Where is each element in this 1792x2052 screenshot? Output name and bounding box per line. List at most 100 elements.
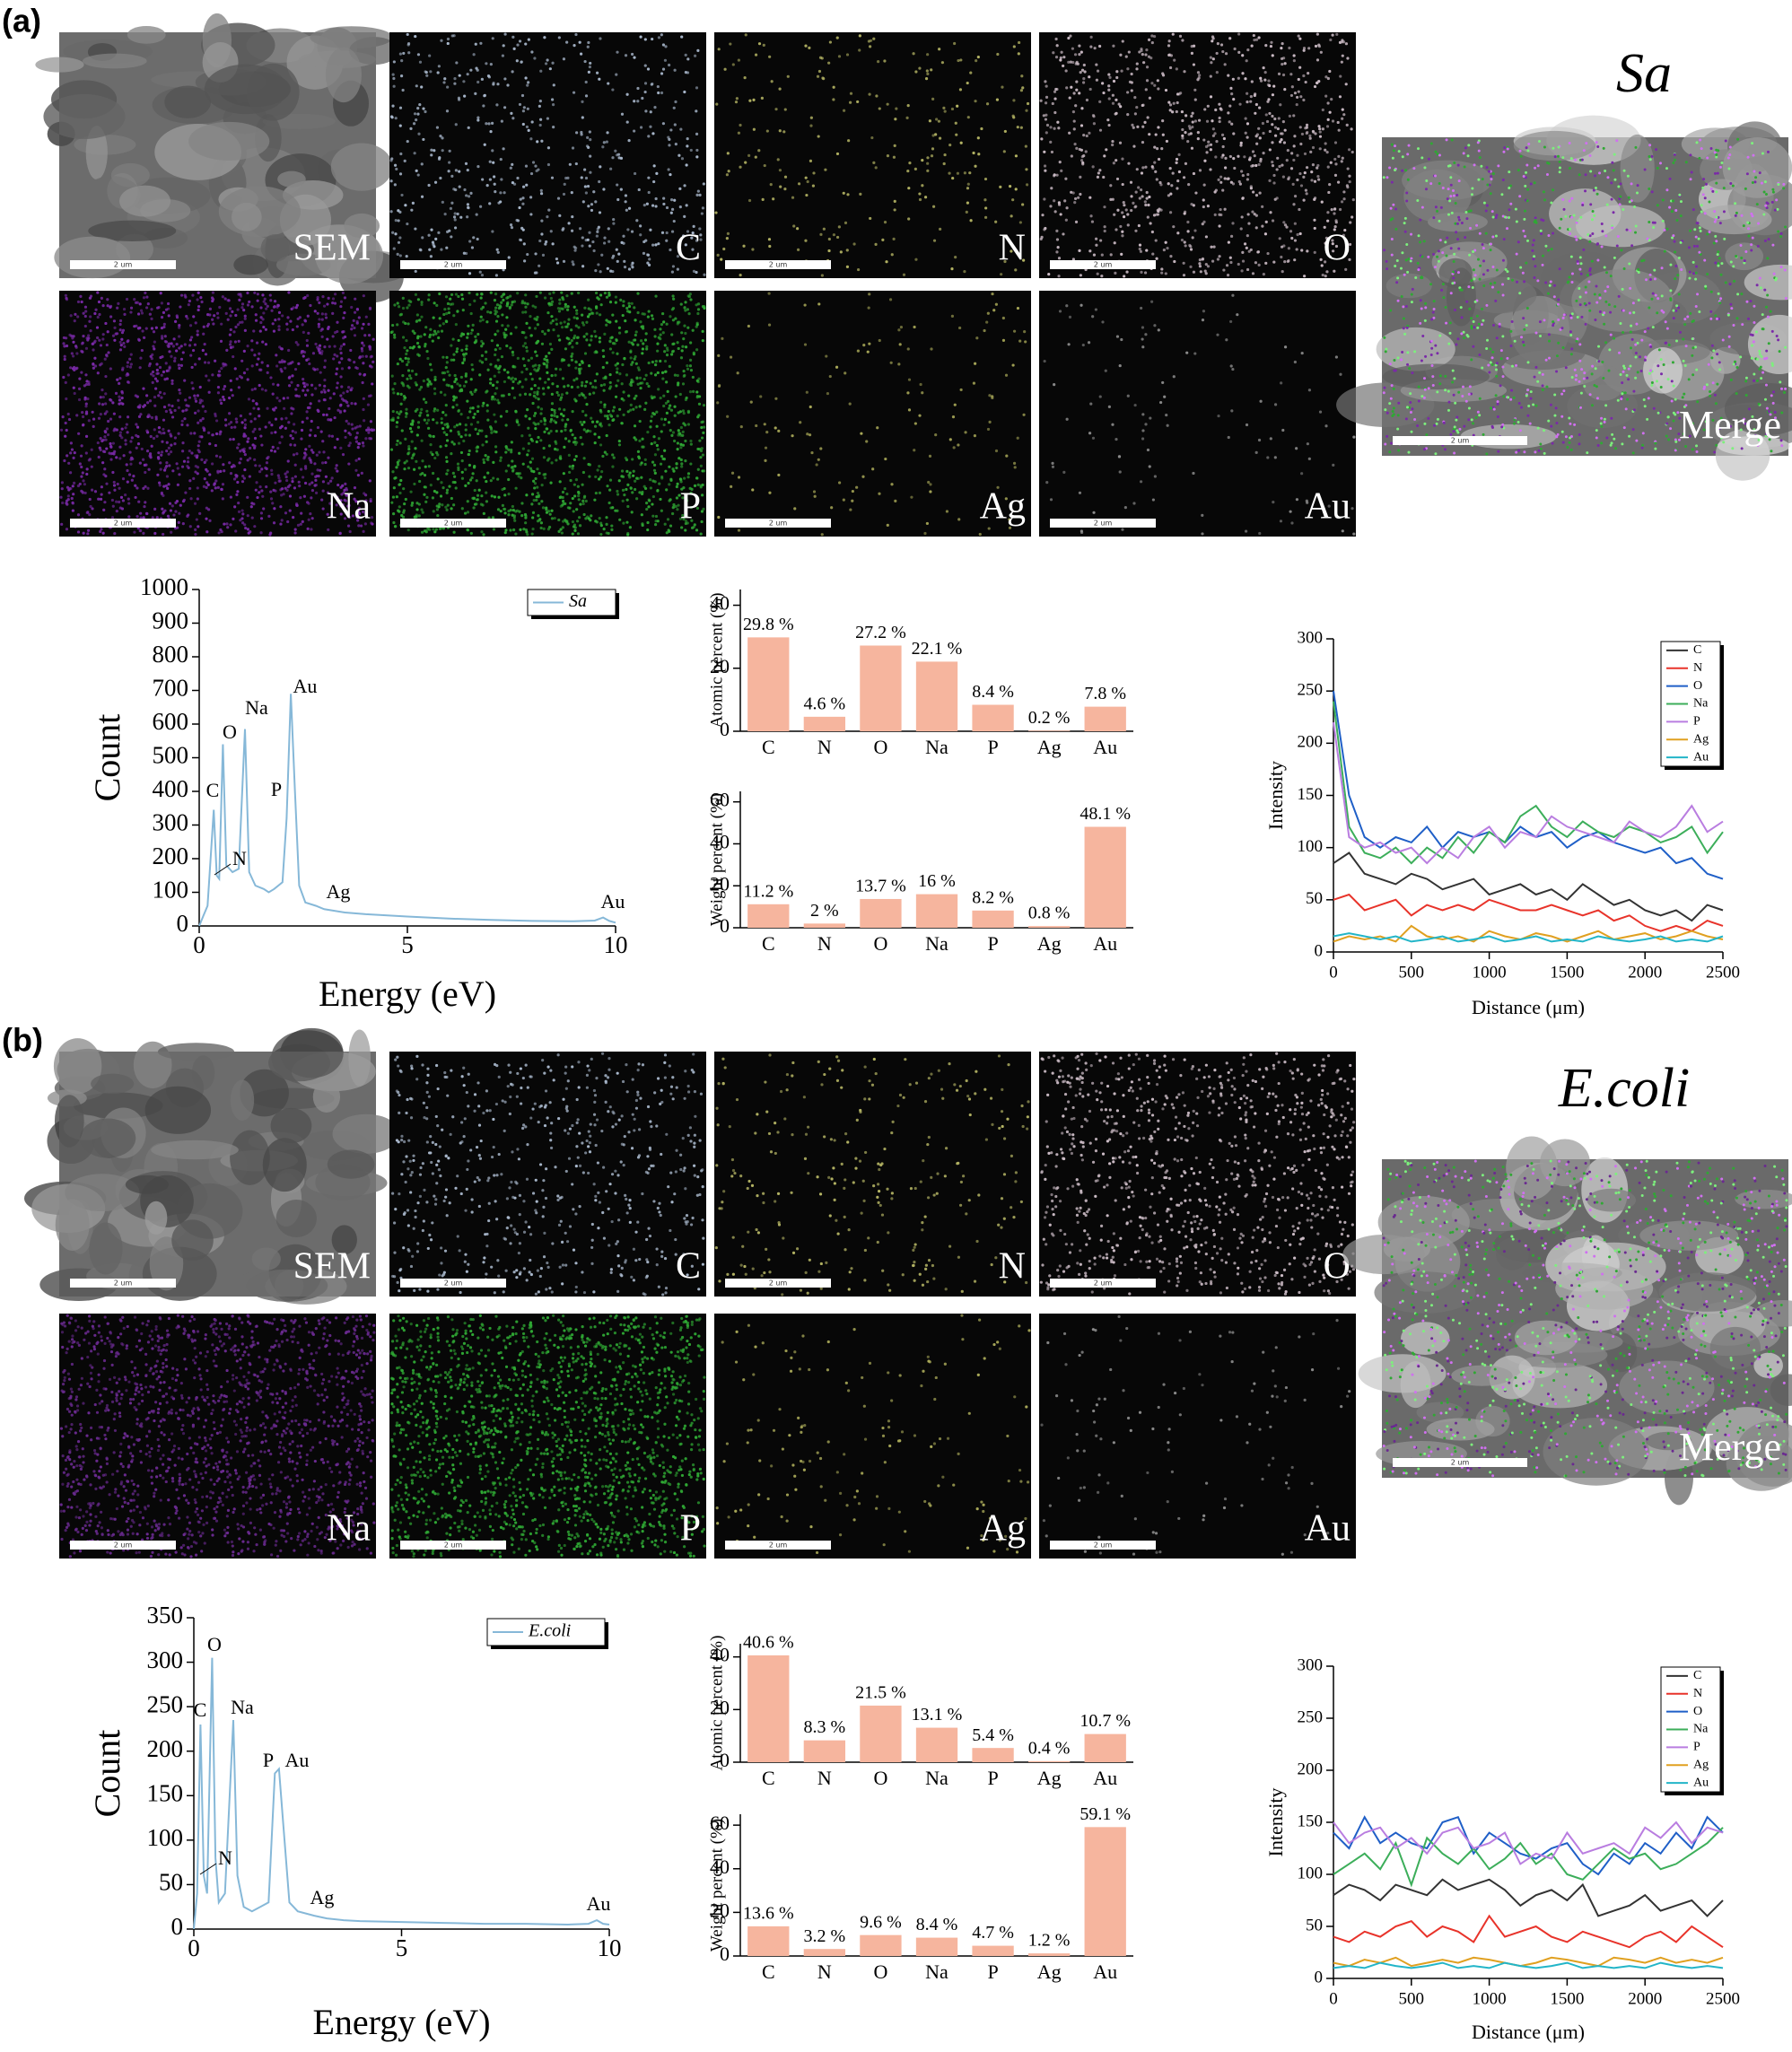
map-dot — [1253, 154, 1256, 158]
map-dot — [530, 120, 534, 124]
map-dot — [1044, 80, 1047, 83]
map-dot — [1096, 69, 1100, 73]
map-dot — [362, 362, 365, 365]
map-dot — [399, 152, 403, 156]
map-dot — [253, 446, 257, 450]
map-dot — [630, 301, 634, 305]
map-dot — [420, 195, 424, 198]
map-dot — [1105, 148, 1108, 152]
map-dot — [1089, 35, 1093, 39]
map-dot — [1269, 44, 1273, 48]
map-dot — [520, 385, 524, 389]
map-dot — [296, 317, 300, 321]
map-dot — [255, 341, 259, 345]
map-dot — [476, 165, 480, 169]
map-dot — [669, 172, 672, 177]
map-dot — [551, 242, 555, 246]
map-dot — [685, 204, 688, 207]
map-dot — [214, 419, 219, 423]
map-dot — [426, 418, 431, 422]
map-dot — [1140, 48, 1143, 51]
map-dot — [368, 306, 372, 310]
map-dot — [527, 38, 530, 41]
map-dot — [401, 382, 405, 386]
map-dot — [115, 510, 118, 513]
map-dot — [774, 108, 778, 111]
map-dot — [319, 371, 322, 374]
map-dot — [541, 506, 546, 510]
map-dot — [697, 402, 702, 406]
map-dot — [1072, 92, 1076, 95]
map-dot — [578, 40, 581, 44]
map-dot — [422, 397, 426, 401]
map-dot — [1198, 265, 1202, 268]
map-dot — [441, 136, 444, 140]
map-dot — [1254, 214, 1258, 217]
map-dot — [69, 471, 73, 475]
map-dot — [363, 334, 367, 337]
map-dot — [1091, 165, 1095, 169]
map-dot — [398, 106, 403, 109]
map-dot — [590, 203, 594, 206]
map-dot — [188, 396, 192, 399]
map-dot — [555, 448, 559, 451]
map-dot — [140, 311, 144, 315]
map-dot — [1281, 120, 1285, 124]
map-dot — [695, 476, 699, 480]
map-dot — [255, 402, 258, 406]
map-dot — [1254, 261, 1258, 265]
map-dot — [606, 416, 610, 421]
map-dot — [635, 377, 639, 380]
map-dot — [563, 445, 566, 449]
map-dot — [396, 362, 399, 366]
map-dot — [227, 396, 232, 400]
map-dot — [1240, 170, 1244, 173]
map-dot — [1182, 261, 1185, 265]
map-dot — [467, 206, 470, 210]
map-dot — [1295, 248, 1298, 251]
map-dot — [321, 489, 325, 493]
map-dot — [370, 516, 374, 520]
map-dot — [142, 531, 145, 535]
map-dot — [557, 529, 561, 533]
map-dot — [423, 418, 426, 422]
map-dot — [533, 271, 538, 275]
map-dot — [237, 442, 240, 446]
map-dot — [650, 441, 653, 446]
map-dot — [442, 81, 446, 84]
map-dot — [1122, 214, 1126, 219]
map-dot — [280, 370, 284, 373]
map-dot — [610, 528, 614, 531]
map-dot — [546, 371, 549, 374]
map-dot — [178, 366, 181, 371]
map-dot — [393, 381, 397, 386]
map-dot — [415, 459, 418, 463]
map-dot — [576, 485, 580, 488]
map-dot — [479, 41, 483, 45]
map-dot — [444, 319, 448, 323]
map-dot — [691, 375, 695, 380]
map-dot — [562, 414, 565, 418]
map-dot — [527, 465, 530, 468]
map-dot — [1271, 163, 1275, 168]
map-dot — [1278, 237, 1281, 240]
map-dot — [152, 436, 156, 441]
panel-label: (a) — [2, 3, 41, 39]
map-dot — [391, 73, 395, 76]
map-dot — [1279, 132, 1283, 135]
map-dot — [656, 489, 660, 493]
map-dot — [84, 451, 88, 455]
map-dot — [360, 346, 363, 351]
map-dot — [621, 313, 625, 318]
map-dot — [234, 325, 238, 329]
map-dot — [468, 302, 472, 307]
map-dot — [595, 234, 599, 238]
map-dot — [686, 230, 690, 233]
map-dot — [599, 293, 603, 297]
map-dot — [223, 384, 227, 389]
map-dot — [72, 481, 76, 485]
map-dot — [601, 145, 605, 149]
map-dot — [235, 377, 239, 380]
map-dot — [1336, 180, 1341, 184]
map-dot — [320, 349, 324, 354]
